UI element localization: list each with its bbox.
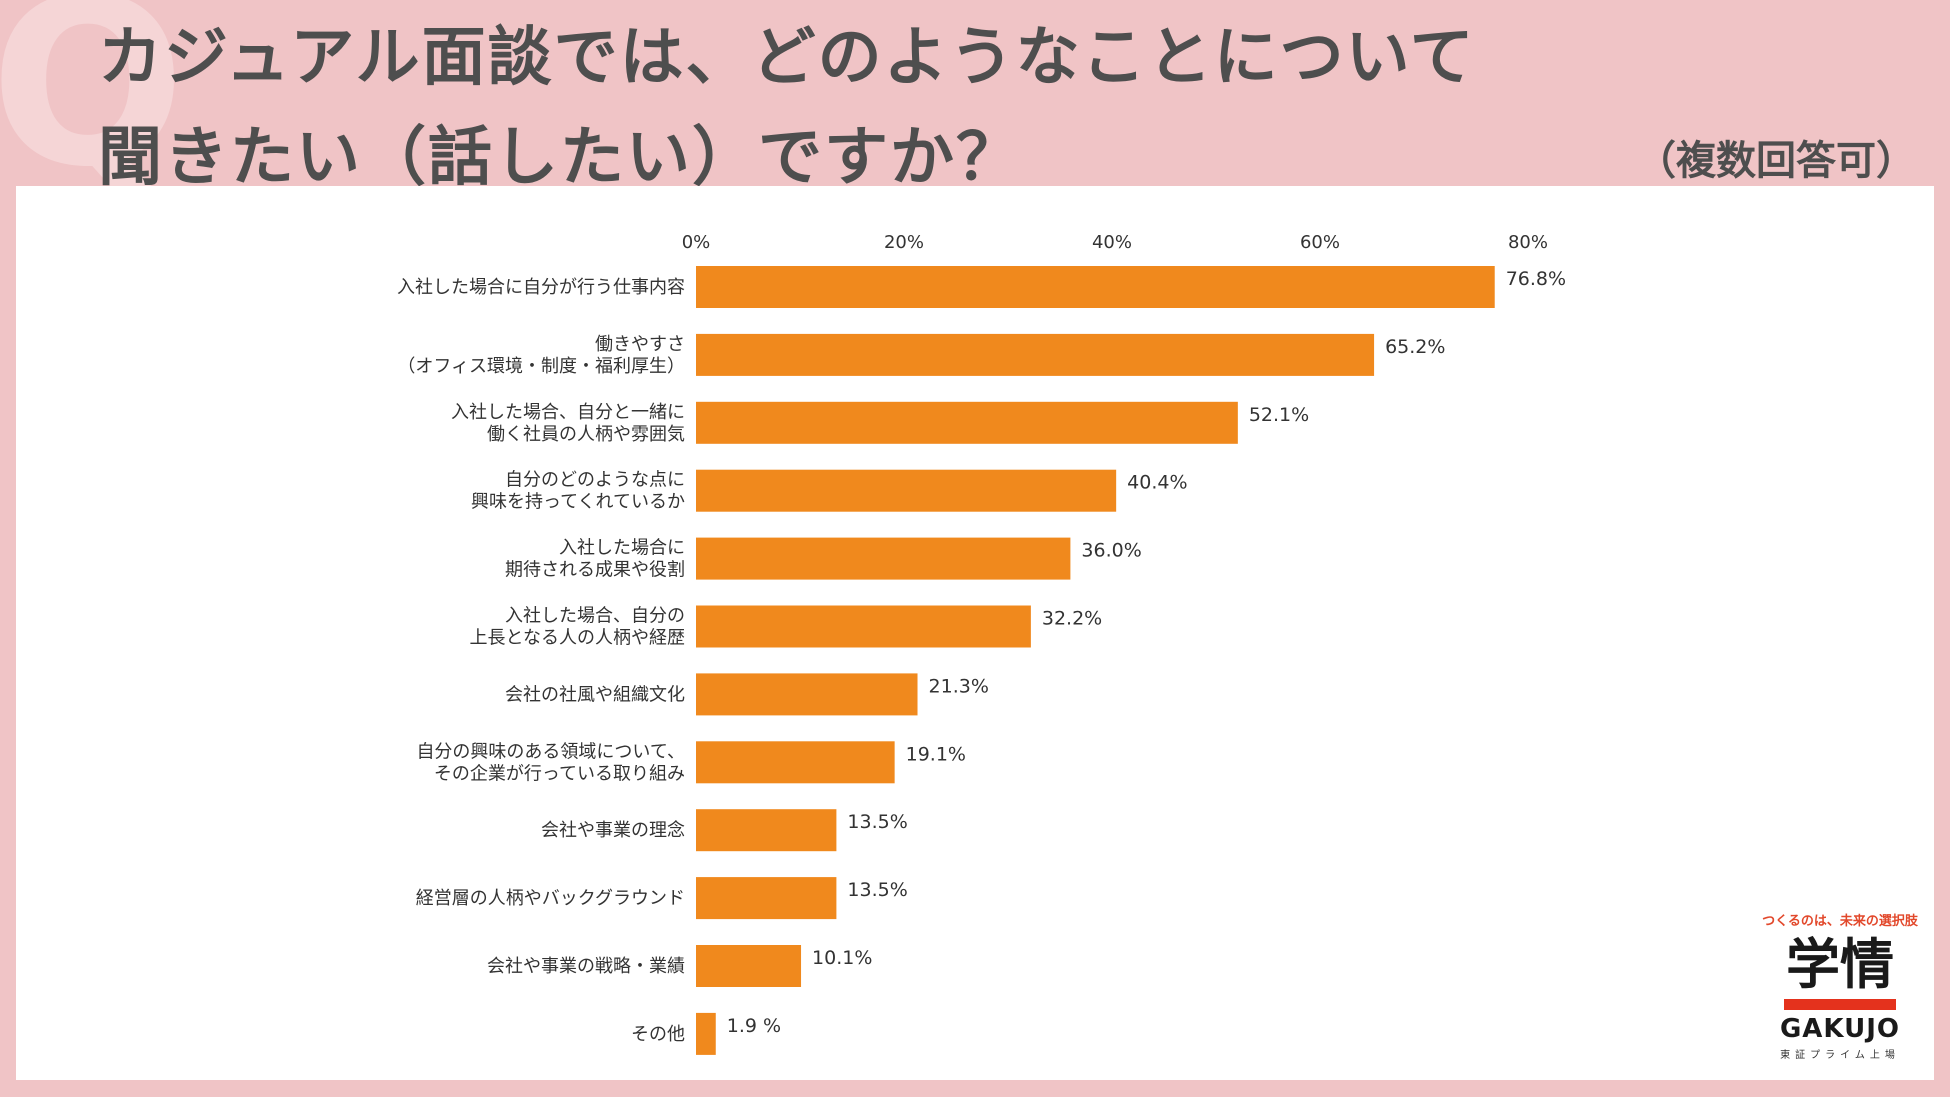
x-tick-label: 40%	[1092, 232, 1132, 253]
x-tick-label: 20%	[884, 232, 924, 253]
gakujo-logo: つくるのは、未来の選択肢 学情 GAKUJO 東証プライム上場	[1750, 910, 1930, 1070]
category-label: 働く社員の人柄や雰囲気	[487, 424, 685, 445]
category-label: 入社した場合、自分の	[505, 606, 685, 627]
category-label: 会社や事業の理念	[541, 819, 685, 841]
category-label: 経営層の人柄やバックグラウンド	[416, 888, 685, 909]
category-label: 興味を持ってくれているか	[471, 492, 685, 513]
chart-panel: 0% 20% 40% 60% 80% 76.8% 入社した場合に自分が行う仕事内容 65.2%…	[16, 186, 1934, 1080]
bar	[696, 401, 1238, 444]
category-label: 自分の興味のある領域について、	[416, 741, 685, 762]
bar-value-label: 76.8%	[1506, 268, 1566, 290]
logo-tagline: つくるのは、未来の選択肢	[1762, 914, 1918, 929]
multiple-answers-note: （複数回答可）	[1636, 138, 1916, 184]
bar-value-label: 52.1%	[1249, 404, 1309, 426]
category-label: （オフィス環境・制度・福利厚生）	[397, 356, 685, 377]
category-label: その企業が行っている取り組み	[434, 763, 685, 784]
bar	[696, 333, 1375, 376]
bar-value-label: 40.4%	[1127, 472, 1187, 494]
x-tick-label: 0%	[682, 232, 711, 253]
category-label: 働きやすさ	[595, 334, 685, 355]
logo-name: GAKUJO	[1779, 1014, 1901, 1044]
bar	[696, 673, 918, 716]
category-label: 会社や事業の戦略・業績	[487, 956, 685, 977]
bar-value-label: 1.9 %	[727, 1015, 781, 1037]
bar-value-label: 32.2%	[1042, 608, 1102, 630]
background-q-mark: Q	[0, 0, 186, 218]
category-label: 期待される成果や役割	[505, 560, 685, 581]
logo-mark: 学情	[1786, 933, 1894, 996]
bar-value-label: 21.3%	[929, 675, 989, 697]
bar	[696, 877, 837, 920]
bar-value-label: 19.1%	[906, 743, 966, 765]
x-tick-label: 60%	[1300, 232, 1340, 253]
bar	[696, 809, 837, 852]
category-label: 自分のどのような点に	[505, 470, 685, 491]
bar	[696, 945, 802, 987]
bar-value-label: 36.0%	[1081, 540, 1141, 562]
bar	[696, 1012, 716, 1055]
bar	[696, 469, 1117, 512]
bar-value-label: 13.5%	[847, 879, 907, 901]
category-label: 入社した場合に自分が行う仕事内容	[397, 277, 685, 298]
category-label: 入社した場合、自分と一緒に	[451, 402, 685, 423]
bar	[696, 266, 1495, 308]
bar-chart: 0% 20% 40% 60% 80% 76.8% 入社した場合に自分が行う仕事内容 65.2%…	[397, 232, 1566, 1055]
title-line-2: 聞きたい（話したい）ですか？	[98, 121, 1022, 195]
title-line-1: カジュアル面談では、どのようなことについて	[98, 21, 1476, 95]
bar-value-label: 13.5%	[847, 811, 907, 833]
category-label: その他	[631, 1024, 685, 1045]
logo-subtitle: 東証プライム上場	[1780, 1050, 1900, 1061]
category-label: 入社した場合に	[559, 538, 685, 559]
category-label: 会社の社風や組織文化	[505, 684, 685, 705]
bar-value-label: 65.2%	[1385, 336, 1445, 358]
x-tick-label: 80%	[1508, 232, 1548, 253]
bar	[696, 605, 1031, 648]
logo-red-bar	[1784, 999, 1896, 1010]
bar	[696, 741, 895, 784]
bar	[696, 537, 1071, 580]
bar-value-label: 10.1%	[812, 947, 872, 969]
page-title: カジュアル面談では、どのようなことについて 聞きたい（話したい）ですか？	[98, 8, 1476, 208]
category-label: 上長となる人の人柄や経歴	[470, 628, 685, 649]
